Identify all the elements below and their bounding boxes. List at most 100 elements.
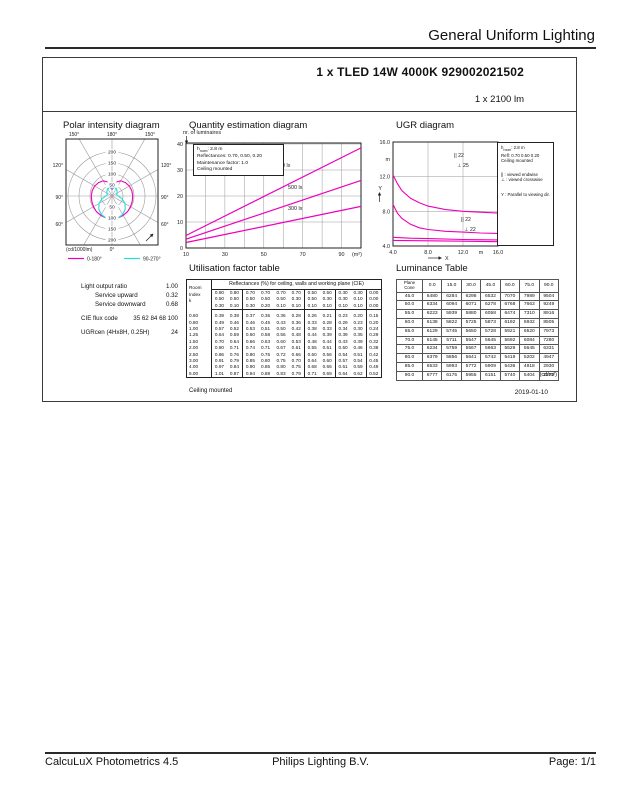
uf-cell: 0.39: [338, 332, 348, 338]
photometric-row: Service downward 0.68: [81, 300, 178, 309]
utilisation-table: Room Index k Reflectances (%) for ceiling, …: [186, 279, 382, 379]
uf-cell: 0.50: [214, 296, 225, 302]
uf-cell: 0.70: [276, 290, 286, 295]
uf-cell: 0.30: [350, 326, 367, 333]
lum-table-container: Plane Cone 0.0 15.0 30.0 45.0 60.0 75.0 90.0 45.0…: [396, 279, 560, 381]
uf-cell: 0.70: [288, 358, 305, 365]
lum-cell: 5529: [499, 344, 521, 355]
uf-cell: 0.57: [214, 326, 225, 332]
uf-cell: 0.50: [226, 296, 243, 303]
lum-cell: 8505: [538, 317, 560, 328]
lum-cell: 7663: [519, 300, 540, 311]
lum-row-header: 50.0: [396, 300, 423, 311]
uf-cell: 0.88: [261, 370, 271, 376]
uf-cell: 0.30: [319, 296, 336, 303]
uf-cell: 0.53: [245, 326, 255, 332]
uf-cell: 0.30: [211, 302, 227, 311]
content-box: 1 x TLED 14W 4000K 929002021502 1 x 2100…: [42, 57, 577, 402]
lum-cell: 6175: [441, 370, 462, 381]
lum-cell: 5939: [441, 309, 462, 319]
uf-cell: 0.42: [288, 326, 305, 333]
uf-cell: 0.60: [319, 358, 336, 365]
uf-cell: 0.97: [214, 364, 225, 370]
uf-cell: 0.85: [245, 358, 255, 364]
lum-cell: 5692: [499, 335, 521, 346]
lum-col-header: 15.0: [441, 279, 462, 293]
luminance-section-title: Luminance Table: [396, 263, 468, 274]
lum-cell: 6533: [421, 361, 443, 372]
uf-cell: 0.83: [276, 370, 286, 376]
uf-cell: 0.60: [245, 332, 255, 338]
product-lumen: 1 x 2100 lm: [474, 94, 524, 105]
uf-table-container: Room Index k Reflectances (%) for ceiling, …: [186, 279, 382, 379]
uf-cell: 0.84: [226, 364, 243, 371]
photometric-summary: Light output ratio 1.00 Service upward 0…: [81, 282, 178, 337]
lum-col-header: 0.0: [421, 279, 443, 293]
legend-line-hroom: hroom: 2.8 m: [501, 145, 525, 152]
uf-cell: 0.70: [261, 290, 271, 295]
uf-cell: 0.30: [242, 302, 258, 311]
uf-cell: 0.58: [261, 332, 271, 338]
photometric-label: Service downward: [95, 301, 146, 308]
uf-cell: 0.60: [307, 351, 317, 357]
uf-cell: 0.10: [226, 302, 243, 311]
uf-cell: 0.00: [366, 302, 382, 311]
uf-cell: 0.20: [369, 319, 379, 325]
lum-col-header: 30.0: [460, 279, 482, 293]
lum-data-row: 80.0 6379 5856 5641 5742 5419 5202 4947: [396, 353, 560, 363]
lum-cell: 4947: [538, 353, 560, 363]
lum-cell: 5909: [480, 361, 501, 372]
uf-cell: 0.68: [307, 364, 317, 370]
uf-cell: 0.80: [261, 358, 271, 364]
uf-cell: 0.70: [245, 290, 255, 295]
lum-cell: 5419: [499, 353, 521, 363]
uf-data-row: 3.00 0.91 0.79 0.85 0.80 0.75 0.70 0.64 0.60 0.57…: [186, 358, 382, 365]
uf-cell: 0.59: [350, 364, 367, 371]
uf-cell: 0.50: [276, 296, 286, 302]
uf-cell: 0.75: [276, 358, 286, 364]
uf-cell: 0.66: [245, 338, 255, 344]
uf-cell: 1.00: [186, 326, 212, 333]
polar-section-title: Polar intensity diagram: [63, 120, 160, 131]
footer-right: Page: 1/1: [548, 756, 596, 768]
lum-cell: 6145: [421, 335, 443, 346]
box-separator: [43, 111, 576, 112]
uf-cell: 0.80: [214, 290, 225, 295]
uf-data-row: 0.80 0.49 0.46 0.46 0.45 0.43 0.36 0.33 0.28 0.29…: [186, 319, 382, 327]
uf-cell: 0.80: [276, 364, 286, 370]
lum-cell: 7973: [538, 326, 560, 337]
lum-unit-label: (cd/m²): [539, 372, 557, 378]
uf-data-row: 1.50 0.70 0.64 0.66 0.63 0.60 0.53 0.48 0.44 0.43…: [186, 338, 382, 346]
info-line-hroom: hroom: 2.8 m: [197, 147, 223, 153]
uf-cell: 0.20: [350, 309, 367, 320]
footer-center: Philips Lighting B.V.: [272, 756, 369, 768]
uf-cell: 0.50: [307, 290, 317, 295]
uf-cell: 0.43: [338, 338, 348, 344]
uf-cell: 0.36: [261, 313, 271, 319]
lum-cell: 2373: [538, 370, 560, 381]
lum-cell: 7070: [499, 291, 521, 302]
lum-cell: 9249: [538, 300, 560, 311]
uf-cell: 0.37: [245, 313, 255, 319]
uf-cell: 0.30: [350, 289, 367, 297]
uf-cell: 0.45: [369, 358, 379, 364]
lum-cell: 6084: [519, 335, 540, 346]
uf-cell: 0.50: [276, 326, 286, 332]
uf-cell: 0.42: [369, 351, 379, 357]
uf-cell: 0.24: [369, 326, 379, 332]
lum-cell: 5759: [441, 344, 462, 355]
lum-cell: 5772: [460, 361, 482, 372]
uf-cell: 3.00: [186, 358, 212, 365]
uf-cell: 0.46: [350, 345, 367, 352]
uf-cell: 0.49: [369, 364, 379, 370]
legend-sym-parallel: Y : Parallel to viewing dir.: [501, 191, 550, 197]
uf-cell: 0.79: [226, 358, 243, 365]
uf-cell: 0.64: [226, 338, 243, 346]
lum-cell: 5725: [460, 317, 482, 328]
uf-cell: 0.10: [350, 296, 367, 303]
legend-line-refl: Refl: 0.70 0.50 0.20: [501, 152, 540, 158]
lum-cell: 6777: [421, 370, 443, 381]
lum-cell: 6932: [519, 317, 540, 328]
info-line-reflectances: Reflectances: 0.70, 0.50, 0.20: [197, 154, 262, 160]
uf-data-row: 5.00 1.01 0.87 0.94 0.88 0.83 0.79 0.71 0.69 0.64…: [186, 370, 382, 378]
